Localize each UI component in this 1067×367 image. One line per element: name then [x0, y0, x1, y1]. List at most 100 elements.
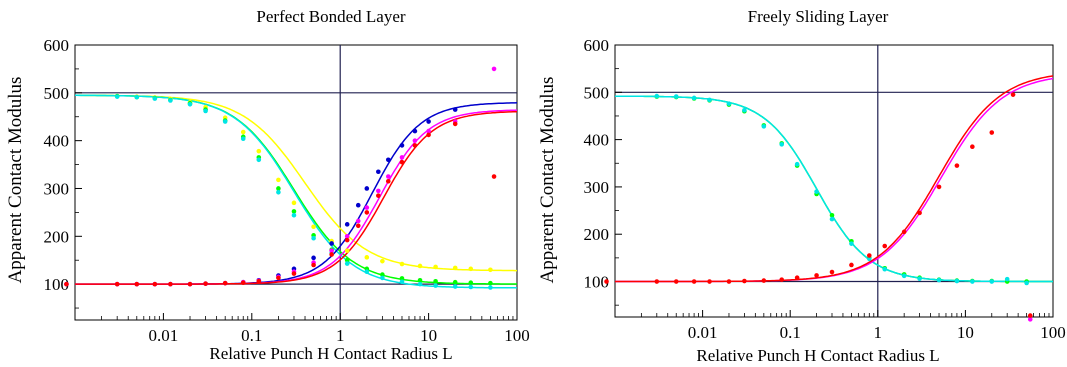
- series-0-curve: [615, 95, 1053, 283]
- series-2-curve: [75, 94, 517, 289]
- series-3-point: [707, 279, 712, 284]
- series-4-point: [329, 248, 334, 253]
- series-0-point: [291, 200, 297, 206]
- series-5-curve: [75, 110, 517, 285]
- series-0-point: [344, 248, 350, 253]
- series-0-point: [240, 129, 246, 135]
- series-3-point: [761, 278, 767, 283]
- series-0-point: [276, 177, 281, 183]
- series-3-point: [867, 253, 872, 258]
- series-5-point: [240, 280, 246, 285]
- series-1-point: [654, 93, 660, 99]
- series-4-point: [491, 66, 497, 72]
- x-tick-label: 10: [957, 323, 974, 342]
- series-3-point: [654, 279, 660, 284]
- y-tick-label: 500: [44, 84, 70, 103]
- series-3-point: [691, 279, 697, 284]
- series-0-point: [364, 255, 370, 260]
- y-tick-label: 600: [584, 36, 610, 55]
- series-1-point: [917, 276, 922, 281]
- series-2-point: [488, 285, 493, 290]
- series-4-curve: [75, 109, 517, 285]
- series-2-point: [291, 212, 297, 218]
- series-5-point: [344, 237, 350, 243]
- series-5-point: [452, 121, 458, 127]
- series-2-point: [152, 96, 158, 101]
- series-1-curve: [615, 95, 1053, 283]
- y-tick-label: 300: [584, 178, 610, 197]
- series-3-point: [726, 279, 732, 284]
- series-1-point: [488, 280, 493, 286]
- x-axis-label: Relative Punch H Contact Radius L: [209, 344, 452, 363]
- series-3-point: [814, 273, 819, 278]
- series-3-curve: [615, 75, 1053, 283]
- y-tick-label: 100: [44, 275, 70, 294]
- series-5-point: [399, 159, 405, 165]
- series-0-point: [417, 263, 423, 269]
- series-5-point: [364, 210, 370, 215]
- series-4-point: [355, 218, 361, 224]
- series-0-point: [452, 265, 458, 271]
- y-tick-label: 200: [44, 227, 70, 246]
- series-1-point: [673, 94, 679, 99]
- plot-area: [75, 94, 517, 289]
- series-2-point: [240, 136, 246, 142]
- chart-title: Perfect Bonded Layer: [256, 7, 405, 26]
- series-1-point: [882, 266, 888, 272]
- series-2-point: [203, 108, 208, 114]
- series-1-point: [468, 280, 474, 285]
- series-2-point: [311, 235, 316, 241]
- series-1-point: [1024, 280, 1029, 286]
- series-1-curve: [75, 94, 517, 285]
- series-2-point: [433, 283, 438, 288]
- y-tick-label: 400: [584, 131, 610, 150]
- series-1-point: [344, 257, 350, 263]
- series-5-point: [412, 143, 418, 148]
- series-0-point: [380, 258, 385, 264]
- series-2-point: [1027, 317, 1033, 322]
- series-5-point: [426, 132, 431, 138]
- series-2-point: [187, 102, 193, 107]
- series-0-point: [829, 212, 835, 218]
- y-tick-label: 400: [44, 132, 70, 151]
- series-4-point: [364, 205, 370, 210]
- series-5-point: [355, 223, 361, 229]
- series-2-point: [417, 281, 423, 287]
- series-3-point: [882, 243, 888, 249]
- series-5-point: [256, 278, 262, 284]
- y-tick-label: 100: [584, 273, 610, 292]
- series-5-point: [491, 174, 497, 179]
- series-1-point: [970, 279, 975, 284]
- series-3-point: [954, 163, 960, 168]
- series-3-point: [426, 119, 431, 124]
- series-5-point: [385, 179, 391, 184]
- x-tick-label: 0.01: [149, 326, 179, 345]
- series-3-point: [1027, 313, 1033, 318]
- series-3-point: [794, 275, 800, 281]
- series-2-point: [380, 275, 385, 281]
- chart-title: Freely Sliding Layer: [748, 7, 889, 26]
- series-0-point: [433, 264, 438, 270]
- series-2-point: [276, 190, 281, 195]
- series-1-point: [794, 161, 800, 167]
- series-1-point: [380, 272, 385, 277]
- series-1-point: [954, 278, 960, 284]
- y-axis-label: Apparent Contact Modulus: [5, 77, 26, 284]
- series-2-point: [452, 284, 458, 289]
- y-axis-label: Apparent Contact Modulus: [537, 77, 558, 284]
- series-5-point: [134, 281, 140, 287]
- series-3-point: [917, 210, 922, 216]
- series-3-point: [849, 262, 854, 268]
- series-3-point: [970, 144, 975, 150]
- series-1-point: [901, 273, 907, 279]
- series-1-point: [867, 256, 872, 262]
- series-2-point: [222, 119, 228, 124]
- series-0-point: [488, 267, 493, 273]
- series-1-point: [849, 241, 854, 246]
- series-5-point: [152, 281, 158, 287]
- series-3-point: [355, 202, 361, 208]
- series-3-point: [412, 128, 418, 134]
- series-1-point: [1004, 276, 1010, 282]
- series-2-point: [114, 94, 120, 99]
